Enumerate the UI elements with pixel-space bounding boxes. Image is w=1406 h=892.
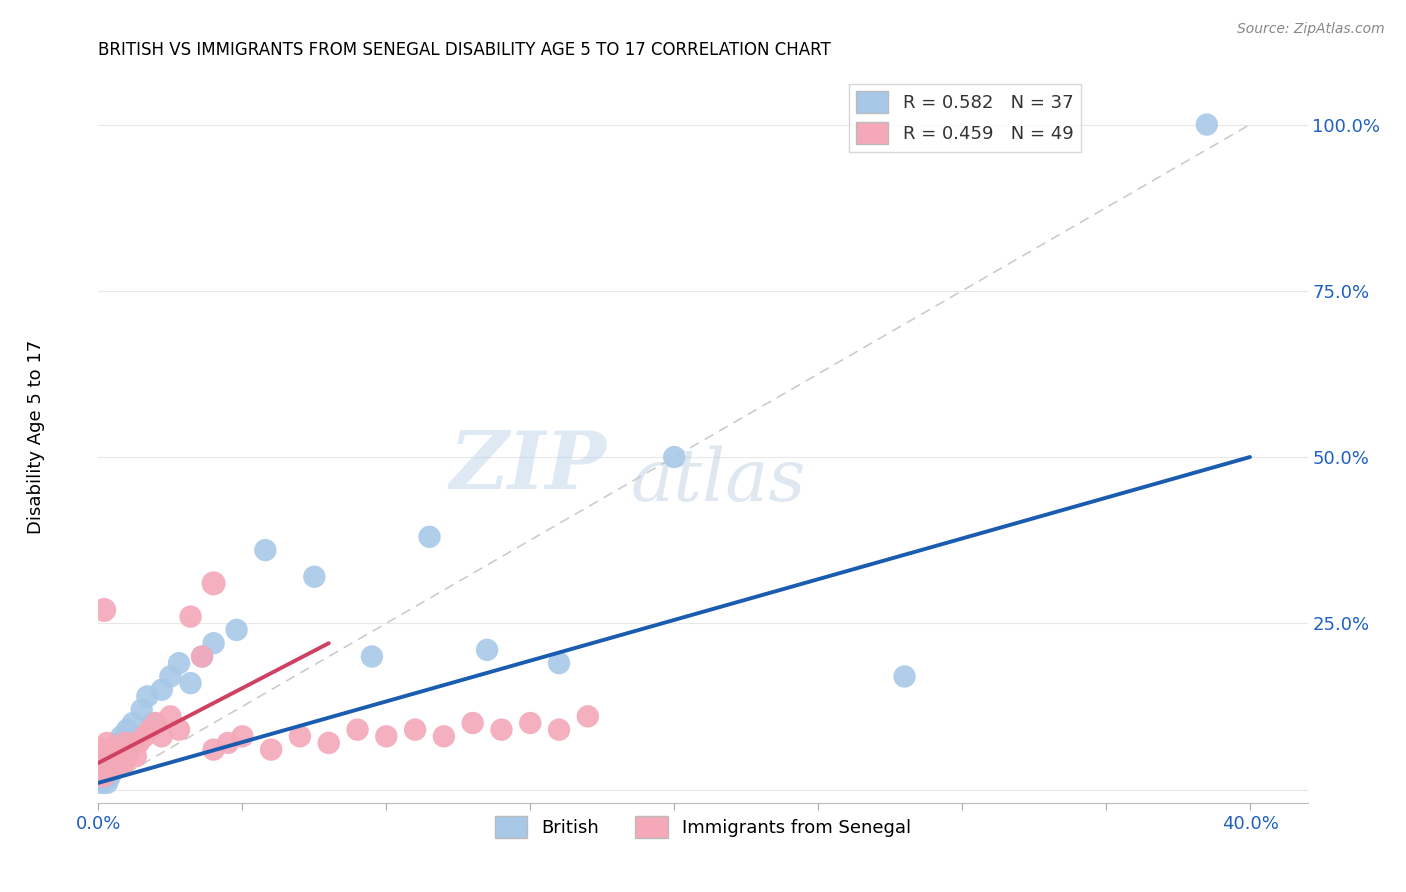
Point	[191, 649, 214, 664]
Point	[159, 669, 181, 683]
Point	[180, 609, 202, 624]
Text: BRITISH VS IMMIGRANTS FROM SENEGAL DISABILITY AGE 5 TO 17 CORRELATION CHART: BRITISH VS IMMIGRANTS FROM SENEGAL DISAB…	[98, 41, 831, 59]
Point	[101, 742, 124, 756]
Point	[180, 676, 202, 690]
Point	[104, 756, 127, 770]
Point	[107, 756, 129, 770]
Point	[104, 742, 127, 756]
Point	[548, 723, 571, 737]
Point	[167, 723, 190, 737]
Point	[93, 763, 115, 777]
Point	[90, 769, 112, 783]
Point	[93, 603, 115, 617]
Point	[93, 769, 115, 783]
Point	[110, 729, 132, 743]
Y-axis label: Disability Age 5 to 17: Disability Age 5 to 17	[27, 340, 45, 534]
Point	[548, 656, 571, 670]
Point	[346, 723, 368, 737]
Point	[150, 729, 173, 743]
Point	[519, 716, 541, 731]
Legend: British, Immigrants from Senegal: British, Immigrants from Senegal	[488, 808, 918, 845]
Point	[254, 543, 277, 558]
Point	[101, 742, 124, 756]
Point	[96, 776, 118, 790]
Point	[134, 729, 156, 743]
Point	[576, 709, 599, 723]
Point	[122, 736, 145, 750]
Point	[150, 682, 173, 697]
Point	[93, 756, 115, 770]
Point	[110, 749, 132, 764]
Point	[112, 756, 135, 770]
Point	[418, 530, 440, 544]
Point	[120, 736, 142, 750]
Point	[260, 742, 283, 756]
Point	[217, 736, 239, 750]
Point	[893, 669, 915, 683]
Point	[98, 749, 121, 764]
Point	[225, 623, 247, 637]
Text: Source: ZipAtlas.com: Source: ZipAtlas.com	[1237, 22, 1385, 37]
Point	[318, 736, 340, 750]
Point	[90, 756, 112, 770]
Point	[101, 763, 124, 777]
Point	[361, 649, 384, 664]
Point	[107, 742, 129, 756]
Point	[1195, 118, 1218, 132]
Point	[304, 570, 326, 584]
Point	[96, 763, 118, 777]
Point	[115, 723, 138, 737]
Point	[115, 749, 138, 764]
Point	[167, 656, 190, 670]
Point	[96, 736, 118, 750]
Point	[288, 729, 311, 743]
Point	[433, 729, 456, 743]
Point	[202, 576, 225, 591]
Point	[104, 756, 127, 770]
Point	[475, 643, 498, 657]
Point	[131, 703, 153, 717]
Point	[90, 776, 112, 790]
Point	[664, 450, 686, 464]
Point	[110, 756, 132, 770]
Point	[120, 742, 142, 756]
Point	[128, 736, 150, 750]
Point	[125, 729, 148, 743]
Point	[122, 716, 145, 731]
Point	[93, 742, 115, 756]
Point	[110, 742, 132, 756]
Point	[90, 742, 112, 756]
Point	[93, 769, 115, 783]
Point	[101, 763, 124, 777]
Point	[98, 749, 121, 764]
Point	[191, 649, 214, 664]
Point	[98, 763, 121, 777]
Point	[145, 716, 167, 731]
Point	[125, 749, 148, 764]
Text: ZIP: ZIP	[450, 427, 606, 505]
Point	[107, 736, 129, 750]
Point	[96, 749, 118, 764]
Point	[98, 769, 121, 783]
Point	[112, 736, 135, 750]
Point	[139, 723, 162, 737]
Point	[491, 723, 513, 737]
Point	[375, 729, 398, 743]
Point	[231, 729, 253, 743]
Point	[112, 742, 135, 756]
Text: atlas: atlas	[630, 446, 806, 516]
Point	[202, 742, 225, 756]
Point	[202, 636, 225, 650]
Point	[404, 723, 426, 737]
Point	[96, 756, 118, 770]
Point	[461, 716, 484, 731]
Point	[159, 709, 181, 723]
Point	[136, 690, 159, 704]
Point	[142, 716, 165, 731]
